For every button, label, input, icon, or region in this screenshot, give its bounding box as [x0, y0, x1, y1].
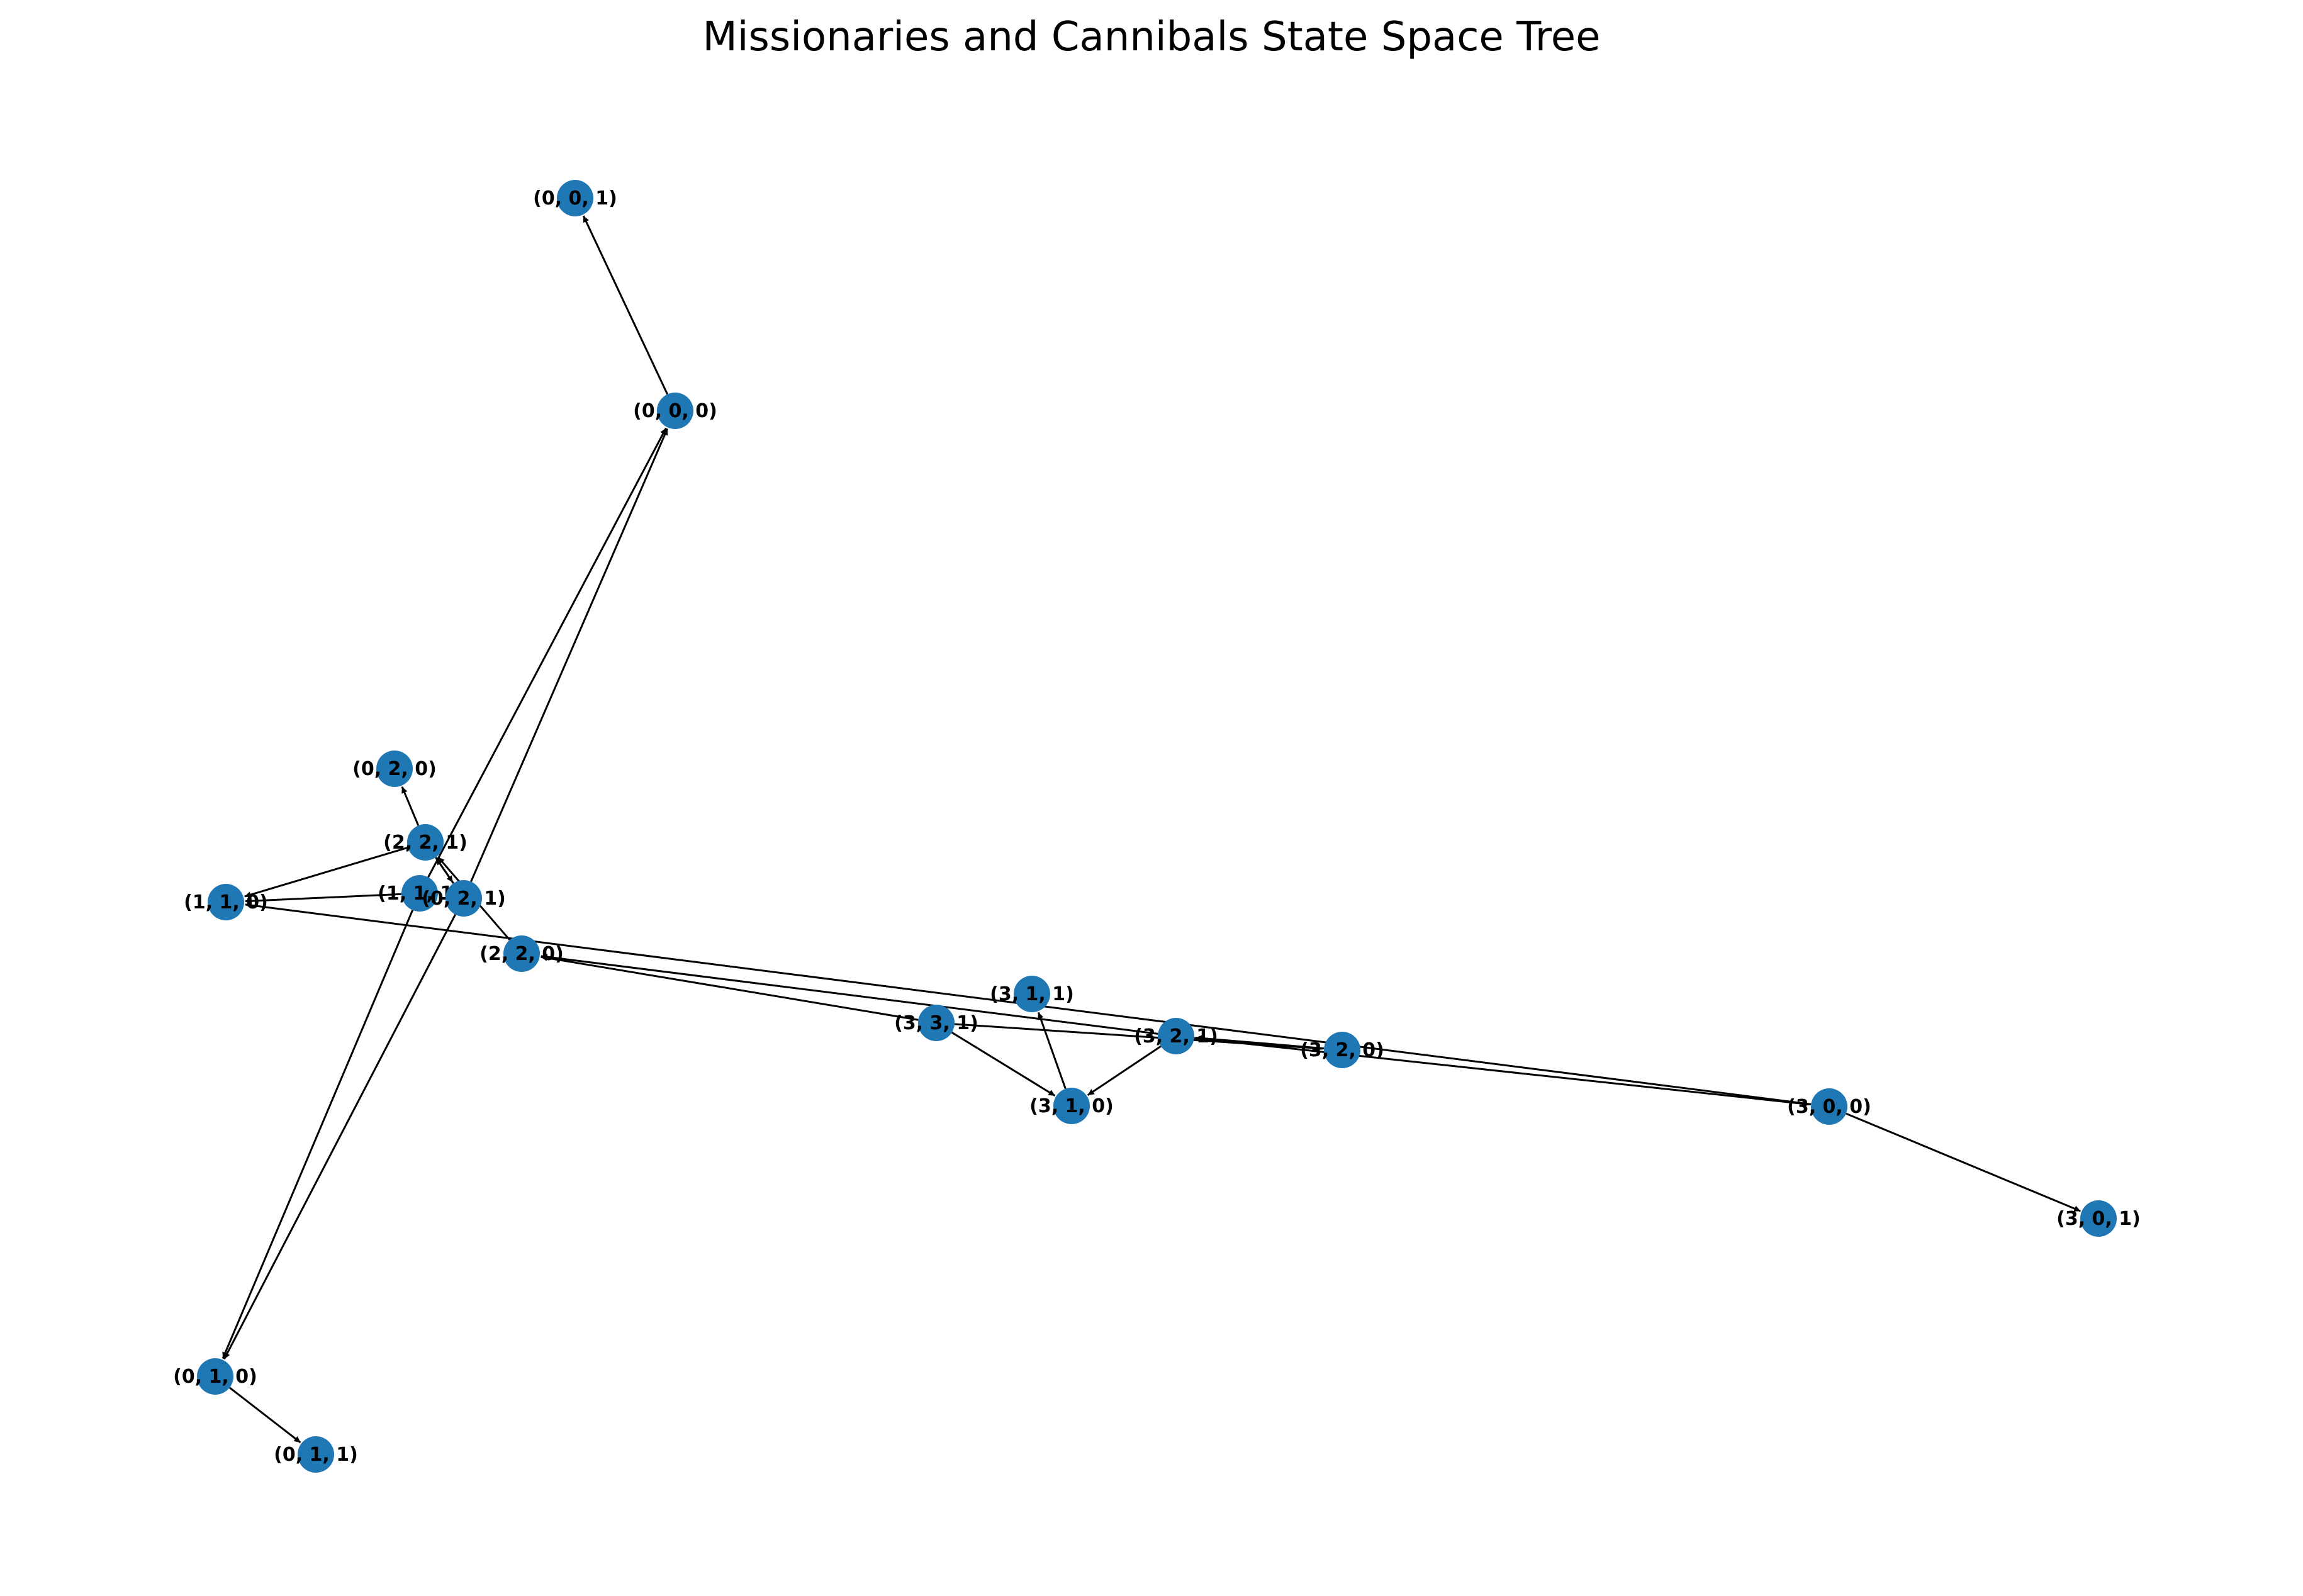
state-node-label: (3, 3, 1) [894, 1012, 978, 1034]
state-node-circle [401, 875, 438, 912]
state-node-n110: (1, 1, 0) [184, 884, 268, 920]
state-node-label: (3, 0, 1) [2056, 1208, 2141, 1230]
state-node-n220: (2, 2, 0) [479, 935, 564, 972]
state-node-circle [208, 884, 244, 920]
edge-n221-n110 [244, 846, 408, 898]
state-node-label: (0, 2, 0) [352, 758, 437, 780]
edge-n310-n311 [1037, 1012, 1067, 1090]
state-node-label: (0, 0, 0) [633, 400, 717, 422]
edge-n321-n300 [1194, 1037, 1810, 1107]
state-node-circle [503, 935, 540, 972]
state-node-label: (2, 2, 1) [383, 832, 468, 854]
edge-n000-n001 [582, 215, 669, 395]
edge-n221-n020 [401, 786, 420, 826]
state-node-label: (1, 1, 0) [184, 891, 268, 913]
state-node-circle [557, 180, 593, 216]
edge-n111-n110 [245, 893, 402, 905]
state-node-n221: (2, 2, 1) [383, 824, 468, 861]
edge-n021-n000 [470, 428, 669, 882]
state-node-n011: (0, 1, 1) [274, 1436, 358, 1473]
state-node-circle [407, 824, 444, 861]
state-node-n010: (0, 1, 0) [173, 1358, 257, 1395]
state-node-n320: (3, 2, 0) [1300, 1032, 1384, 1068]
state-node-circle [1811, 1088, 1847, 1125]
state-node-circle [298, 1436, 334, 1473]
edge-n021-n010 [223, 914, 456, 1360]
state-node-circle [1158, 1018, 1194, 1054]
state-node-n331: (3, 3, 1) [894, 1005, 978, 1041]
state-node-label: (0, 0, 1) [533, 187, 617, 209]
state-node-n321: (3, 2, 1) [1134, 1018, 1218, 1054]
state-node-n301: (3, 0, 1) [2056, 1200, 2141, 1237]
edge-n321-n310 [1087, 1045, 1162, 1097]
diagram-title: Missionaries and Cannibals State Space T… [702, 14, 1601, 60]
state-node-n001: (0, 0, 1) [533, 180, 617, 216]
state-node-circle [1053, 1088, 1090, 1124]
edge-n320-n321 [1195, 1035, 1325, 1050]
state-node-label: (0, 1, 1) [274, 1444, 358, 1466]
edge-n331-n310 [951, 1031, 1056, 1097]
edge-n321-n220 [541, 954, 1158, 1035]
state-node-label: (3, 2, 1) [1134, 1025, 1218, 1047]
state-node-label: (3, 1, 0) [1029, 1095, 1114, 1117]
edge-n300-n301 [1846, 1112, 2081, 1212]
edge-n111-n000 [427, 427, 667, 878]
state-node-circle [2080, 1200, 2117, 1237]
state-node-label: (3, 1, 1) [990, 983, 1074, 1005]
state-node-label: (0, 2, 1) [422, 888, 506, 910]
edge-n111-n010 [221, 910, 414, 1359]
state-node-circle [445, 880, 482, 917]
state-node-n300: (3, 0, 0) [1787, 1088, 1871, 1125]
edges-layer [221, 215, 2081, 1444]
state-node-n021: (0, 2, 1) [422, 880, 506, 917]
edge-n331-n220 [541, 954, 919, 1021]
state-node-label: (2, 2, 0) [479, 943, 564, 965]
state-node-label: (3, 0, 0) [1787, 1096, 1871, 1118]
edge-n010-n011 [229, 1387, 301, 1444]
state-node-n020: (0, 2, 0) [352, 751, 437, 787]
state-node-n000: (0, 0, 0) [633, 393, 717, 429]
state-node-n310: (3, 1, 0) [1029, 1088, 1114, 1124]
state-node-n311: (3, 1, 1) [990, 976, 1074, 1012]
state-node-circle [376, 751, 413, 787]
state-node-circle [197, 1358, 233, 1395]
state-node-circle [918, 1005, 955, 1041]
state-node-label: (0, 1, 0) [173, 1366, 257, 1388]
state-node-circle [1324, 1032, 1360, 1068]
state-node-label: (3, 2, 0) [1300, 1039, 1384, 1061]
nodes-layer: (0, 0, 1) (0, 0, 0) (0, 2, 0) (2, 2, 1) (1, … [173, 180, 2141, 1473]
state-node-circle [657, 393, 693, 429]
state-node-circle [1014, 976, 1050, 1012]
